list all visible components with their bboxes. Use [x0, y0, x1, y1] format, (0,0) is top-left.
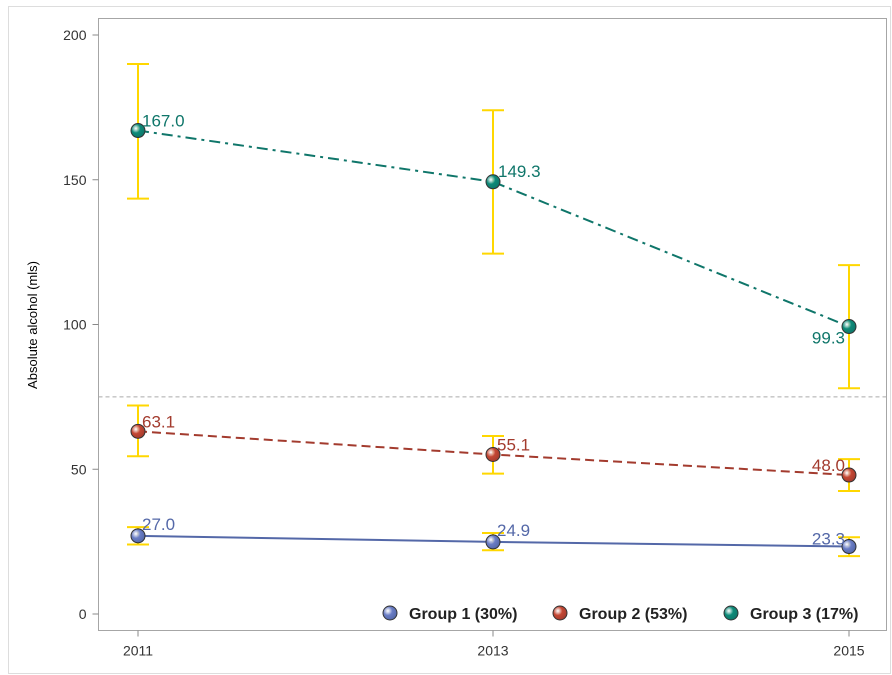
data-point — [841, 467, 857, 483]
y-tick-label: 50 — [71, 461, 87, 477]
legend-item: Group 3 (17%) — [723, 605, 858, 623]
y-tick-label: 200 — [63, 27, 87, 43]
data-point — [841, 319, 857, 335]
data-label: 27.0 — [142, 515, 175, 534]
data-label: 23.3 — [812, 530, 845, 549]
y-tick-label: 0 — [79, 606, 87, 622]
legend-item: Group 2 (53%) — [552, 605, 687, 623]
data-label: 48.0 — [812, 456, 845, 475]
y-axis: 0 50 100 150 200 — [63, 27, 99, 622]
legend-marker — [552, 605, 568, 621]
data-label: 63.1 — [142, 412, 175, 431]
points-layer — [130, 123, 857, 555]
x-tick-label: 2015 — [833, 643, 864, 659]
data-point — [841, 539, 857, 555]
legend-label: Group 1 (30%) — [409, 606, 517, 623]
data-point — [130, 423, 146, 439]
legend-label: Group 2 (53%) — [579, 606, 687, 623]
legend-marker — [723, 605, 739, 621]
data-labels-layer: 27.0 24.9 23.3 63.1 55.1 48.0 167.0 149.3 99.3 — [142, 112, 845, 549]
data-label: 55.1 — [497, 435, 530, 454]
data-point — [130, 123, 146, 139]
y-tick-label: 150 — [63, 172, 87, 188]
legend-item: Group 1 (30%) — [382, 605, 517, 623]
legend-marker — [382, 605, 398, 621]
data-label: 99.3 — [812, 329, 845, 348]
data-point — [485, 174, 501, 190]
data-label: 24.9 — [497, 521, 530, 540]
legend-label: Group 3 (17%) — [750, 606, 858, 623]
data-point — [485, 534, 501, 550]
y-tick-label: 100 — [63, 317, 87, 333]
data-label: 167.0 — [142, 112, 185, 131]
data-point — [485, 446, 501, 462]
legend: Group 1 (30%) Group 2 (53%) Group 3 (17%) — [382, 605, 858, 623]
x-tick-label: 2011 — [123, 643, 153, 659]
x-tick-label: 2013 — [477, 643, 508, 659]
data-point — [130, 528, 146, 544]
y-axis-title: Absolute alcohol (mls) — [25, 261, 40, 389]
data-label: 149.3 — [498, 162, 541, 181]
x-axis: 2011 2013 2015 — [123, 630, 865, 659]
